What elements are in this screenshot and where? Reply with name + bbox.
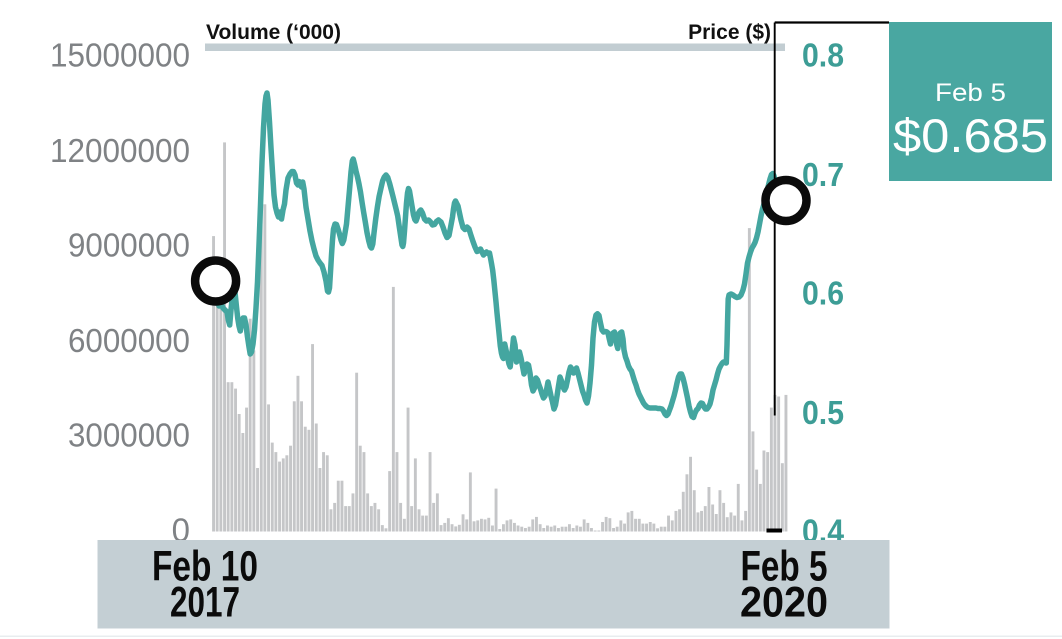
svg-text:2017: 2017 [170,579,240,627]
svg-text:Feb 10: Feb 10 [152,543,258,591]
svg-text:0.8: 0.8 [802,37,844,74]
svg-text:Price ($): Price ($) [688,21,771,44]
svg-text:0.6: 0.6 [802,275,844,312]
svg-text:Feb 5: Feb 5 [741,543,828,591]
svg-text:2020: 2020 [740,579,828,627]
svg-text:$0.685: $0.685 [893,110,1048,163]
svg-text:6000000: 6000000 [68,322,190,359]
svg-text:Volume (‘000): Volume (‘000) [206,21,341,44]
svg-text:15000000: 15000000 [50,37,190,74]
svg-text:12000000: 12000000 [50,132,190,169]
svg-text:Feb 5: Feb 5 [935,79,1006,107]
svg-text:9000000: 9000000 [68,227,190,264]
svg-text:0.7: 0.7 [802,156,844,193]
svg-text:3000000: 3000000 [68,417,190,454]
svg-text:0: 0 [172,512,190,549]
svg-text:0.5: 0.5 [802,394,844,431]
